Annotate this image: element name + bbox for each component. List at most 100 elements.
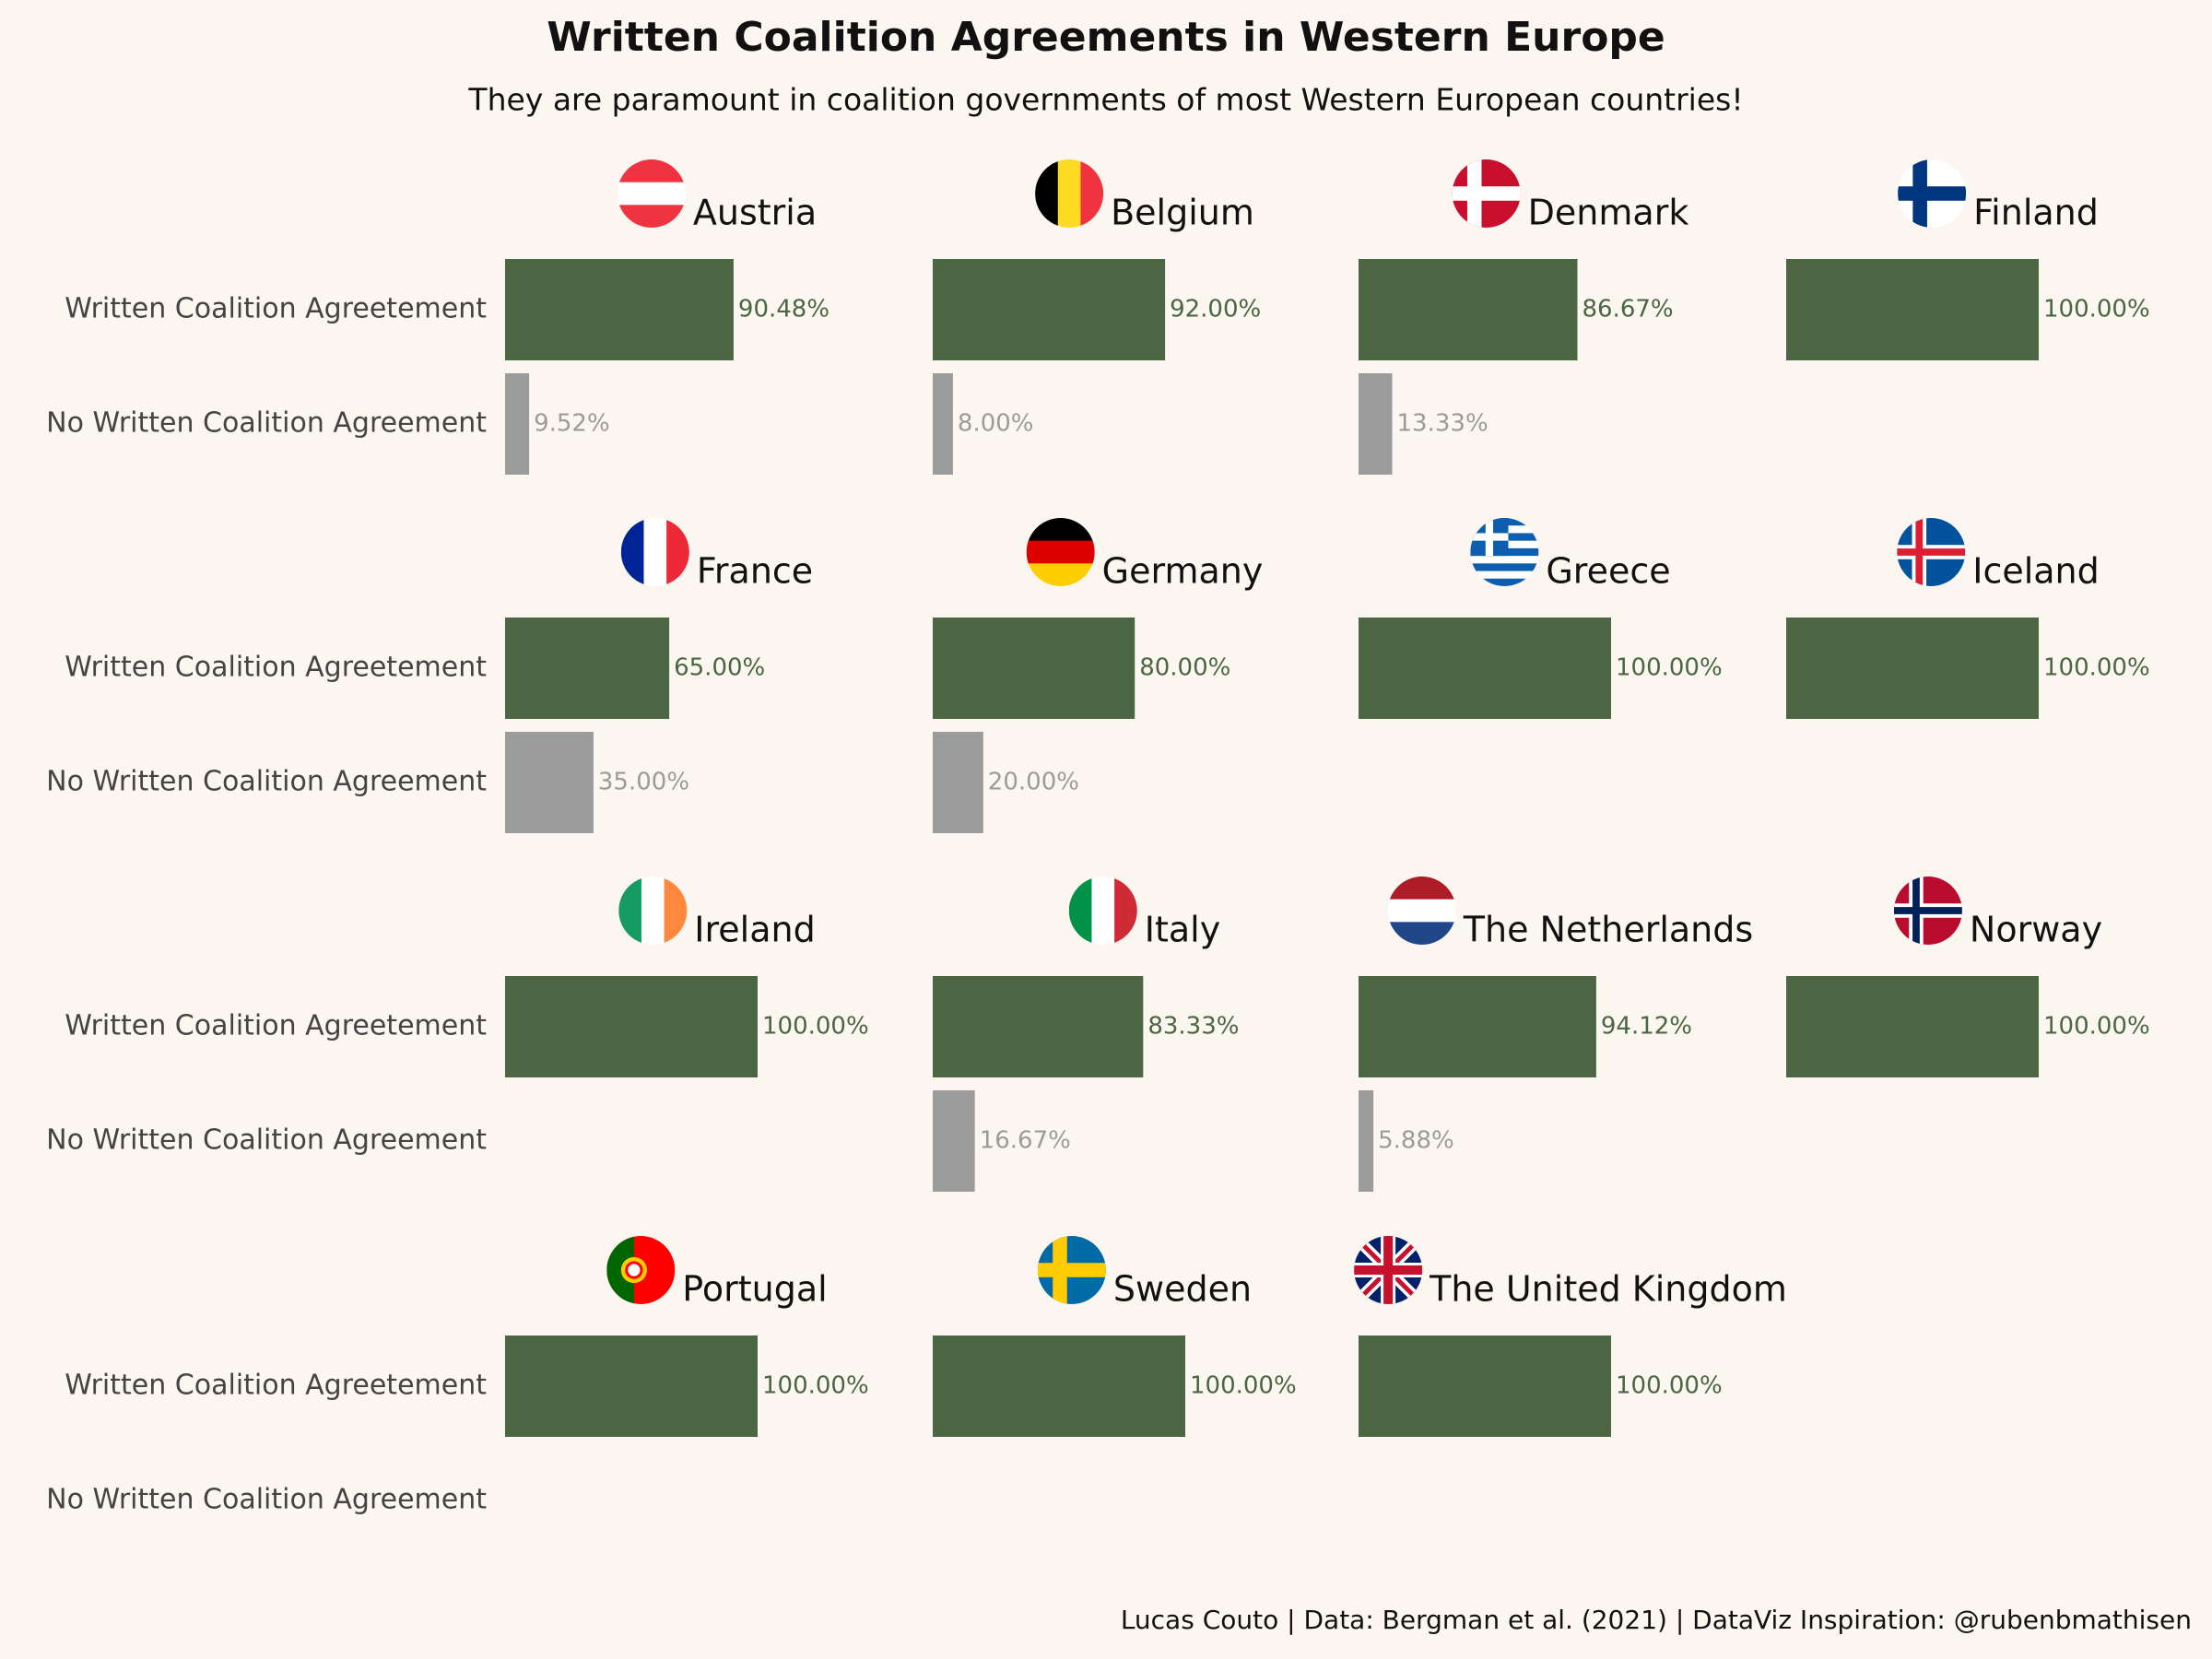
flag — [1037, 1236, 1106, 1304]
flag-part — [641, 877, 665, 945]
value-label: 92.00% — [1170, 296, 1261, 324]
bar — [933, 976, 1144, 1077]
value-label: 86.67% — [1582, 296, 1673, 324]
category-label: No Written Coalition Agreement — [46, 407, 487, 440]
flag-part — [617, 182, 686, 206]
bar — [1359, 259, 1578, 360]
bar — [933, 259, 1166, 360]
value-label: 13.33% — [1397, 410, 1488, 438]
bar — [933, 732, 983, 833]
value-label: 5.88% — [1378, 1127, 1454, 1155]
category-label: Written Coalition Agreetement — [65, 1370, 487, 1402]
flag-part — [1452, 186, 1521, 201]
chart-title: Written Coalition Agreements in Western … — [547, 14, 1665, 61]
value-label: 35.00% — [598, 769, 689, 796]
facet-title: Ireland — [694, 910, 815, 950]
category-label: No Written Coalition Agreement — [46, 1124, 487, 1157]
bar — [933, 1090, 975, 1192]
bar — [1786, 259, 2039, 360]
facet-title: Greece — [1546, 551, 1670, 592]
value-label: 20.00% — [988, 769, 1079, 796]
bar — [1786, 618, 2039, 719]
facet-title: Belgium — [1111, 193, 1254, 233]
value-label: 100.00% — [1616, 654, 1723, 682]
flag-part — [1898, 186, 1967, 201]
flag — [606, 1236, 676, 1304]
facet-title: Denmark — [1528, 193, 1689, 233]
flag — [1893, 877, 1962, 945]
flag-part — [1470, 578, 1539, 586]
value-label: 100.00% — [2043, 296, 2150, 324]
bar — [1359, 976, 1596, 1077]
bar — [1359, 373, 1393, 475]
bar — [933, 373, 953, 475]
value-label: 90.48% — [738, 296, 830, 324]
facet-title: Portugal — [682, 1269, 827, 1310]
value-label: 100.00% — [1616, 1372, 1723, 1400]
facet-title: France — [697, 551, 813, 592]
category-label: No Written Coalition Agreement — [46, 1484, 487, 1516]
bar — [505, 732, 594, 833]
flag-part — [1354, 1265, 1423, 1275]
value-label: 100.00% — [2043, 1013, 2150, 1041]
bar — [1359, 1090, 1374, 1192]
category-label: Written Coalition Agreetement — [65, 652, 487, 684]
facet-title: Italy — [1145, 910, 1220, 950]
value-label: 94.12% — [1601, 1013, 1692, 1041]
flag-part — [1470, 571, 1539, 580]
value-label: 9.52% — [534, 410, 610, 438]
facet-title: Austria — [693, 193, 817, 233]
flag-part — [1470, 556, 1539, 565]
bar — [933, 618, 1135, 719]
value-label: 16.67% — [980, 1127, 1071, 1155]
bar — [1359, 1335, 1611, 1437]
bar — [1359, 618, 1611, 719]
caption: Lucas Couto | Data: Bergman et al. (2021… — [1121, 1605, 2192, 1635]
flag-part — [1037, 1263, 1106, 1277]
bar — [505, 618, 670, 719]
value-label: 100.00% — [1190, 1372, 1297, 1400]
facet-title: The United Kingdom — [1429, 1269, 1787, 1310]
bar — [933, 1335, 1185, 1437]
flag-part — [1470, 533, 1509, 541]
value-label: 100.00% — [762, 1372, 869, 1400]
bar — [1786, 976, 2039, 1077]
category-label: Written Coalition Agreetement — [65, 1010, 487, 1042]
bar — [505, 373, 530, 475]
bar — [505, 259, 734, 360]
flag-part — [625, 1261, 643, 1279]
flag — [1354, 1236, 1423, 1304]
flag-part — [1387, 899, 1456, 924]
flag — [1470, 518, 1539, 586]
chart-subtitle: They are paramount in coalition governme… — [467, 82, 1743, 118]
flag — [1452, 159, 1521, 228]
flag-part — [1470, 563, 1539, 572]
flag-part — [643, 518, 668, 586]
bar — [505, 1335, 758, 1437]
flag-part — [1026, 540, 1095, 565]
flag-part — [1893, 907, 1962, 914]
facet-title: Finland — [1973, 193, 2099, 233]
facet-title: Sweden — [1113, 1269, 1252, 1310]
value-label: 8.00% — [958, 410, 1034, 438]
facet-title: Iceland — [1972, 551, 2100, 592]
flag — [1068, 877, 1137, 945]
category-label: Written Coalition Agreetement — [65, 293, 487, 325]
bar — [505, 976, 758, 1077]
facet-title: The Netherlands — [1463, 910, 1753, 950]
flag — [1898, 159, 1967, 228]
category-label: No Written Coalition Agreement — [46, 766, 487, 798]
flag — [1897, 518, 1966, 586]
value-label: 100.00% — [762, 1013, 869, 1041]
value-label: 65.00% — [674, 654, 765, 682]
value-label: 100.00% — [2043, 654, 2150, 682]
flag-part — [1897, 548, 1966, 556]
flag-part — [1091, 877, 1116, 945]
facet-title: Germany — [1102, 551, 1264, 592]
value-label: 83.33% — [1147, 1013, 1239, 1041]
facet-title: Norway — [1970, 910, 2102, 950]
value-label: 80.00% — [1139, 654, 1230, 682]
flag-part — [1057, 159, 1082, 228]
